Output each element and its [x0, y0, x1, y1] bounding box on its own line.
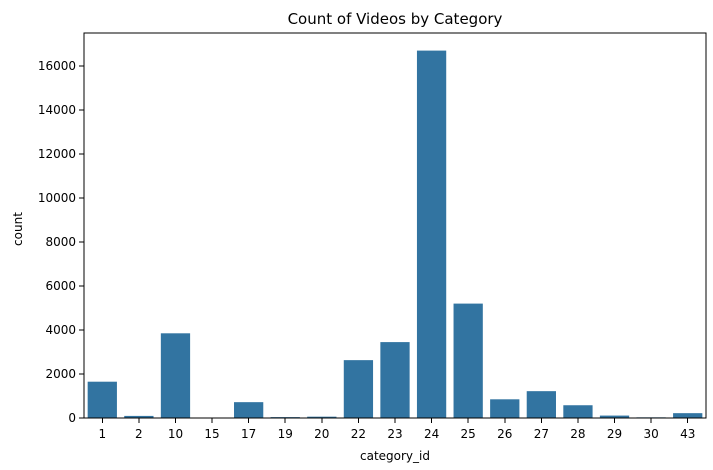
x-tick-label-23: 23: [387, 427, 402, 441]
y-axis: 0 2000 4000 6000 8000 10000 12000 14000 16000: [38, 59, 84, 425]
y-tick-label-4000: 4000: [45, 323, 76, 337]
bar-25: [453, 303, 483, 418]
x-tick-label-24: 24: [424, 427, 439, 441]
x-tick-label-10: 10: [168, 427, 183, 441]
x-tick-label-25: 25: [461, 427, 476, 441]
y-tick-label-12000: 12000: [38, 147, 76, 161]
bar-28: [563, 405, 593, 418]
x-axis: 1 2 10 15 17 19 20 22 23 24 25 26 27 28 29 30 43: [98, 418, 695, 441]
bars-layer: [87, 50, 703, 418]
bar-24: [416, 50, 447, 418]
x-tick-label-30: 30: [643, 427, 658, 441]
x-tick-label-29: 29: [607, 427, 622, 441]
x-tick-label-22: 22: [351, 427, 366, 441]
x-tick-label-27: 27: [534, 427, 549, 441]
bar-2: [124, 415, 154, 418]
y-tick-label-6000: 6000: [45, 279, 76, 293]
y-tick-label-14000: 14000: [38, 103, 76, 117]
y-tick-label-8000: 8000: [45, 235, 76, 249]
x-tick-label-26: 26: [497, 427, 512, 441]
x-tick-label-1: 1: [98, 427, 106, 441]
bar-17: [234, 402, 264, 418]
bar-1: [87, 381, 117, 418]
bar-20: [307, 416, 337, 418]
bar-22: [343, 360, 374, 418]
x-axis-label: category_id: [360, 449, 430, 463]
y-tick-label-2000: 2000: [45, 367, 76, 381]
x-tick-label-43: 43: [680, 427, 695, 441]
bar-23: [380, 342, 410, 418]
bar-26: [490, 399, 520, 418]
x-tick-label-19: 19: [278, 427, 293, 441]
y-tick-label-10000: 10000: [38, 191, 76, 205]
y-tick-label-16000: 16000: [38, 59, 76, 73]
plot-frame: [83, 32, 707, 419]
bar-27: [526, 391, 556, 418]
chart-title: Count of Videos by Category: [288, 10, 503, 28]
bar-29: [599, 415, 630, 418]
x-tick-label-17: 17: [241, 427, 256, 441]
x-tick-label-20: 20: [314, 427, 329, 441]
y-axis-label: count: [11, 212, 25, 246]
x-tick-label-2: 2: [135, 427, 143, 441]
x-tick-label-28: 28: [570, 427, 585, 441]
bar-10: [160, 333, 191, 418]
bar-43: [673, 413, 703, 418]
x-tick-label-15: 15: [204, 427, 219, 441]
y-tick-label-0: 0: [68, 411, 76, 425]
